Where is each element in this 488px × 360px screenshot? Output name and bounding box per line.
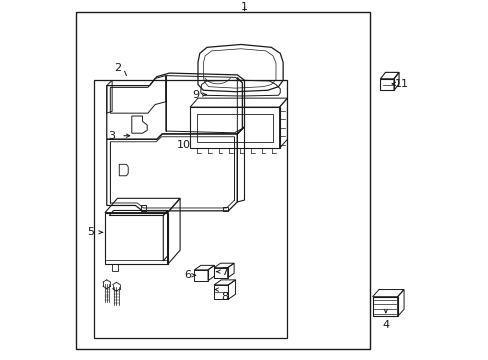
Bar — [76, 12, 369, 348]
Text: 1: 1 — [241, 2, 247, 12]
Text: 7: 7 — [221, 267, 228, 276]
Text: 6: 6 — [183, 270, 190, 280]
Text: 9: 9 — [192, 90, 200, 100]
Text: 10: 10 — [176, 140, 190, 150]
Text: 4: 4 — [382, 320, 388, 330]
Text: 3: 3 — [108, 131, 115, 141]
Text: 5: 5 — [87, 227, 94, 237]
Bar — [94, 80, 287, 338]
Text: 8: 8 — [221, 292, 228, 302]
Text: 2: 2 — [114, 63, 121, 73]
Text: 11: 11 — [394, 79, 408, 89]
